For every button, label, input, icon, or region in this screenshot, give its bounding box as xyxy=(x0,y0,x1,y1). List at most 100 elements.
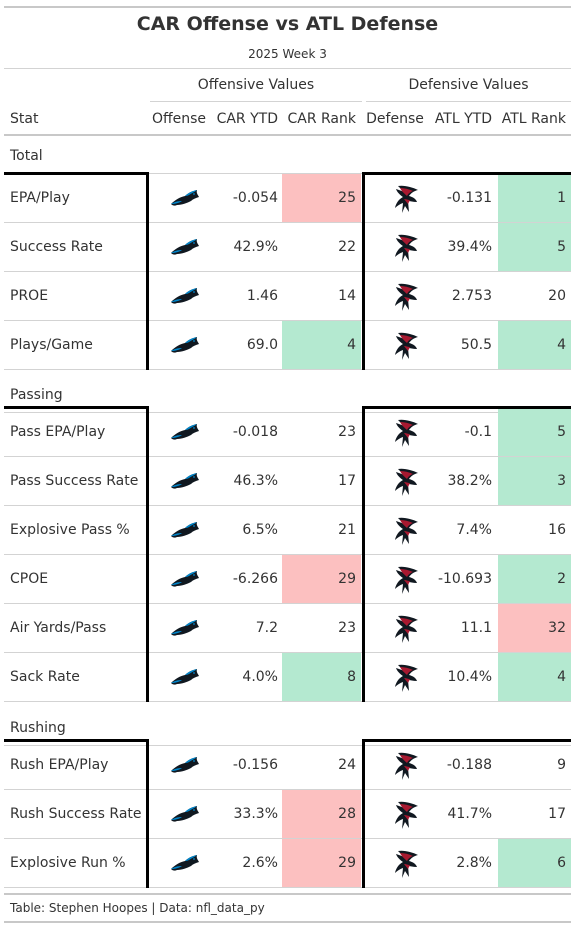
row-rule xyxy=(4,789,571,790)
table-row: Air Yards/Pass 7.2 23 11.1 32 xyxy=(4,604,571,653)
falcons-logo-icon xyxy=(394,331,420,361)
table-row: PROE 1.46 14 2.753 20 xyxy=(4,272,571,321)
stat-label: Explosive Run % xyxy=(10,855,126,871)
car-ytd-value: 46.3% xyxy=(233,473,278,489)
car-rank-value: 23 xyxy=(338,424,356,440)
panthers-logo-icon xyxy=(170,753,200,779)
falcons-logo-icon xyxy=(394,418,420,448)
spanner-rule-offensive xyxy=(150,101,362,102)
atl-rank-highlight xyxy=(498,555,571,603)
falcons-logo-icon xyxy=(394,184,420,214)
car-rank-highlight xyxy=(282,790,361,838)
falcons-logo-icon xyxy=(394,467,420,497)
panthers-logo-icon xyxy=(170,469,200,495)
col-header-atl-rank: ATL Rank xyxy=(501,111,566,127)
atl-rank-highlight xyxy=(498,839,571,887)
panthers-logo-icon xyxy=(170,284,200,310)
row-rule xyxy=(4,887,571,888)
car-rank-value: 8 xyxy=(347,669,356,685)
atl-rank-value: 16 xyxy=(548,522,566,538)
car-rank-value: 4 xyxy=(347,337,356,353)
row-rule xyxy=(4,838,571,839)
panthers-logo-icon xyxy=(170,235,200,261)
panthers-logo-icon xyxy=(170,186,200,212)
group-label: Passing xyxy=(10,387,63,403)
offense-divider xyxy=(146,172,149,370)
table-title: CAR Offense vs ATL Defense xyxy=(136,13,439,35)
table-row: Plays/Game 69.0 4 50.5 4 xyxy=(4,321,571,370)
body-bottom-rule xyxy=(4,893,571,895)
atl-ytd-value: -0.188 xyxy=(446,757,492,773)
table-row: Pass EPA/Play -0.018 23 -0.1 5 xyxy=(4,408,571,457)
header-rule xyxy=(4,68,571,69)
panthers-logo-icon xyxy=(170,802,200,828)
car-rank-highlight xyxy=(282,174,361,222)
car-rank-highlight xyxy=(282,555,361,603)
car-rank-value: 22 xyxy=(338,239,356,255)
col-header-car-ytd: CAR YTD xyxy=(216,111,278,127)
col-header-atl-ytd: ATL YTD xyxy=(434,111,492,127)
atl-ytd-value: 2.753 xyxy=(451,288,492,304)
atl-rank-value: 6 xyxy=(557,855,566,871)
group-rule xyxy=(4,173,571,174)
defense-divider xyxy=(362,739,365,888)
spanner-rule-defensive xyxy=(366,101,571,102)
falcons-logo-icon xyxy=(394,800,420,830)
atl-ytd-value: 41.7% xyxy=(447,806,492,822)
table-row: Rush EPA/Play -0.156 24 -0.188 9 xyxy=(4,741,571,790)
atl-rank-highlight xyxy=(498,321,571,369)
table-row: Pass Success Rate 46.3% 17 38.2% 3 xyxy=(4,457,571,506)
car-ytd-value: 33.3% xyxy=(233,806,278,822)
car-rank-value: 17 xyxy=(338,473,356,489)
atl-ytd-value: 39.4% xyxy=(447,239,492,255)
row-rule xyxy=(4,369,571,370)
atl-ytd-value: 11.1 xyxy=(460,620,492,636)
stat-label: Explosive Pass % xyxy=(10,522,130,538)
col-header-car-rank: CAR Rank xyxy=(287,111,356,127)
col-header-offense: Offense xyxy=(151,111,207,127)
group-label: Rushing xyxy=(10,720,66,736)
stat-label: Pass EPA/Play xyxy=(10,424,106,440)
row-rule xyxy=(4,603,571,604)
atl-ytd-value: 7.4% xyxy=(456,522,492,538)
car-ytd-value: 69.0 xyxy=(246,337,278,353)
atl-rank-value: 20 xyxy=(548,288,566,304)
falcons-logo-icon xyxy=(394,282,420,312)
row-rule xyxy=(4,701,571,702)
panthers-logo-icon xyxy=(170,567,200,593)
atl-rank-value: 3 xyxy=(557,473,566,489)
defense-divider xyxy=(362,172,365,370)
table-row: Success Rate 42.9% 22 39.4% 5 xyxy=(4,223,571,272)
group-black-rule xyxy=(363,406,571,409)
panthers-logo-icon xyxy=(170,518,200,544)
atl-ytd-value: -10.693 xyxy=(437,571,492,587)
table-row: Rush Success Rate 33.3% 28 41.7% 17 xyxy=(4,790,571,839)
atl-rank-value: 5 xyxy=(557,239,566,255)
stat-label: Rush Success Rate xyxy=(10,806,142,822)
table-row: EPA/Play -0.054 25 -0.131 1 xyxy=(4,174,571,223)
group-rule xyxy=(4,745,571,746)
atl-ytd-value: 2.8% xyxy=(456,855,492,871)
stat-label: Success Rate xyxy=(10,239,103,255)
stat-label: Pass Success Rate xyxy=(10,473,139,489)
car-rank-value: 29 xyxy=(338,855,356,871)
falcons-logo-icon xyxy=(394,663,420,693)
atl-rank-value: 4 xyxy=(557,669,566,685)
falcons-logo-icon xyxy=(394,751,420,781)
atl-ytd-value: 50.5 xyxy=(460,337,492,353)
bottom-rule xyxy=(4,921,571,923)
car-ytd-value: 6.5% xyxy=(242,522,278,538)
top-rule xyxy=(4,6,571,8)
defense-divider xyxy=(362,406,365,702)
car-rank-value: 14 xyxy=(338,288,356,304)
row-rule xyxy=(4,505,571,506)
stat-label: Air Yards/Pass xyxy=(10,620,107,636)
car-ytd-value: 42.9% xyxy=(233,239,278,255)
stat-label: CPOE xyxy=(10,571,49,587)
car-rank-highlight xyxy=(282,321,361,369)
falcons-logo-icon xyxy=(394,565,420,595)
stat-label: EPA/Play xyxy=(10,190,70,206)
group-black-rule xyxy=(4,172,149,175)
row-rule xyxy=(4,222,571,223)
falcons-logo-icon xyxy=(394,233,420,263)
